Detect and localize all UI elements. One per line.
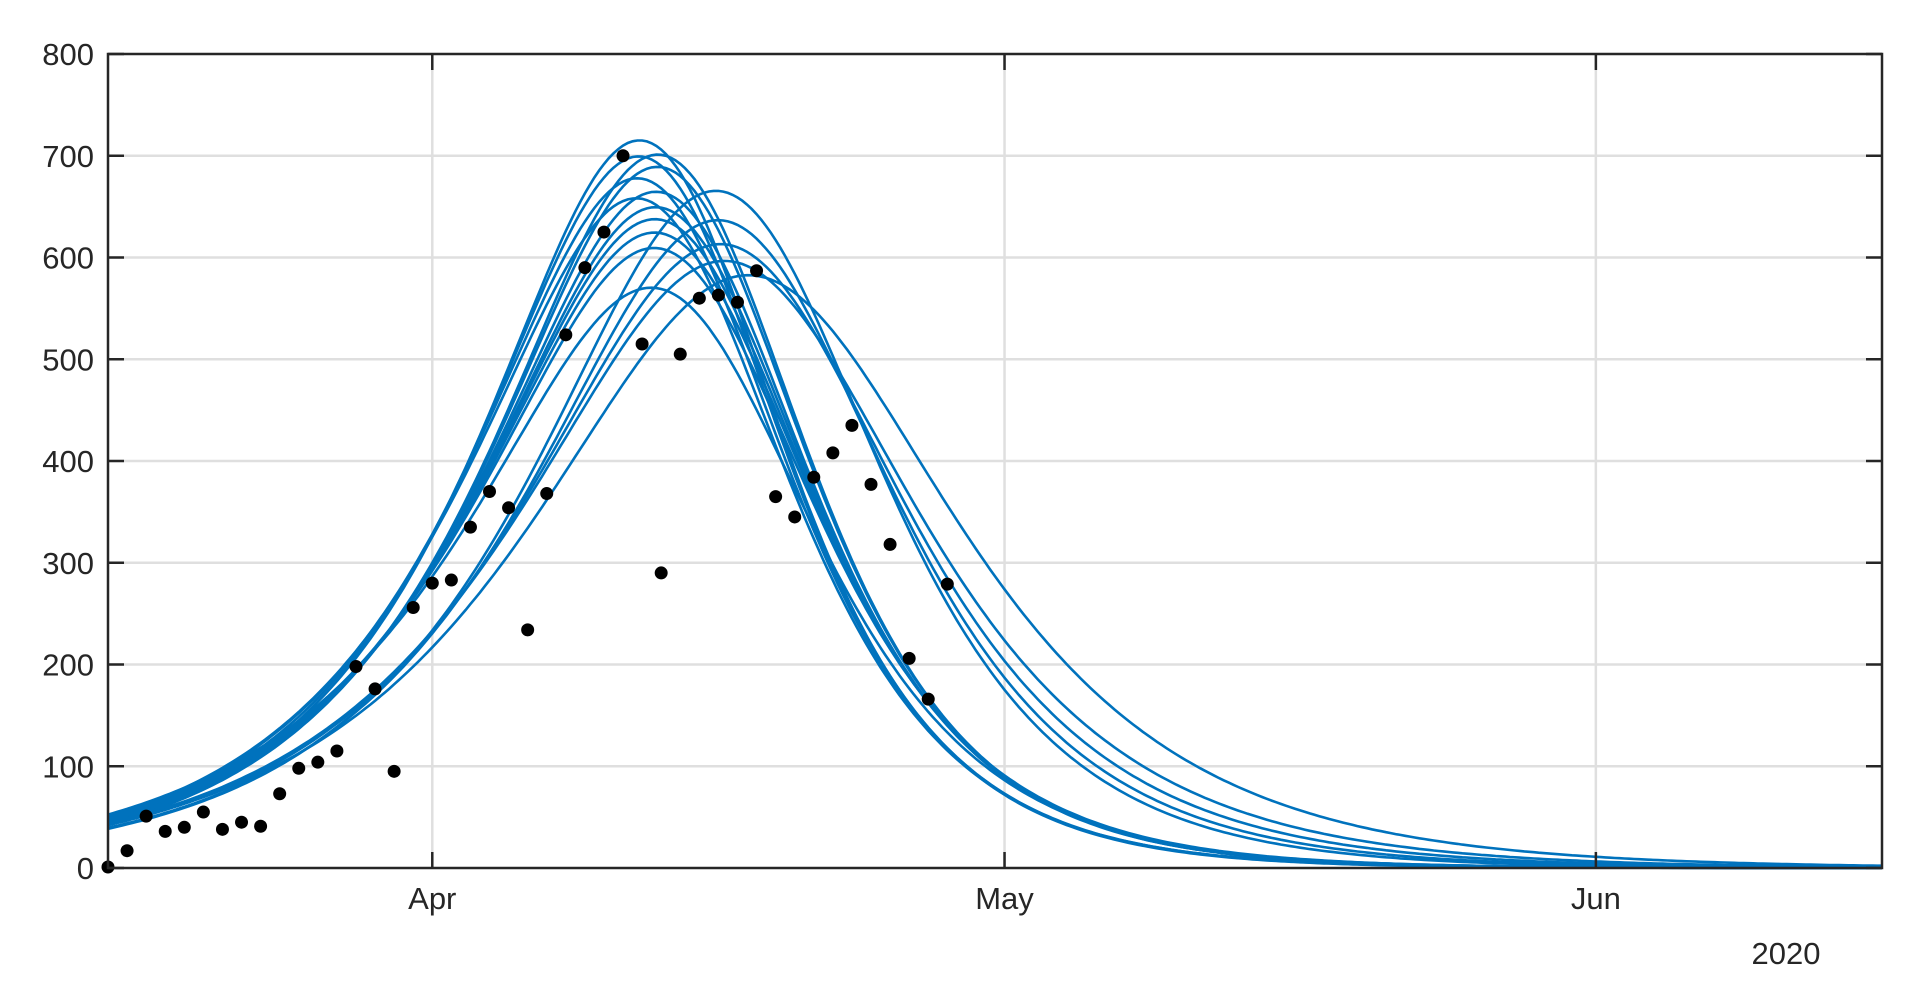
observed-point: [521, 623, 535, 637]
y-tick-label: 700: [42, 139, 94, 174]
observed-point: [921, 692, 935, 706]
observed-point: [215, 822, 229, 836]
observed-point: [616, 149, 630, 163]
observed-point: [769, 490, 783, 504]
observed-point: [387, 764, 401, 778]
observed-point: [902, 651, 916, 665]
observed-point: [483, 485, 497, 499]
y-tick-label: 400: [42, 444, 94, 479]
observed-point: [864, 477, 878, 491]
observed-point: [406, 601, 420, 615]
observed-point: [654, 566, 668, 580]
observed-point: [349, 660, 363, 674]
observed-point: [807, 470, 821, 484]
observed-point: [463, 520, 477, 534]
observed-point: [730, 295, 744, 309]
y-tick-label: 300: [42, 546, 94, 581]
observed-point: [120, 844, 134, 858]
observed-point: [254, 819, 268, 833]
observed-point: [292, 761, 306, 775]
x-axis-year-label: 2020: [1752, 936, 1821, 971]
observed-point: [177, 820, 191, 834]
observed-point: [502, 501, 516, 515]
observed-point: [235, 815, 249, 829]
observed-point: [673, 347, 687, 361]
observed-point: [158, 824, 172, 838]
y-tick-label: 600: [42, 241, 94, 276]
observed-points: [101, 149, 954, 874]
observed-point: [845, 418, 859, 432]
observed-point: [711, 288, 725, 302]
observed-point: [444, 573, 458, 587]
axis-ticks: [108, 52, 1882, 870]
model-curve: [107, 153, 1882, 870]
observed-point: [330, 744, 344, 758]
grid-lines: [108, 54, 1882, 868]
observed-point: [196, 805, 210, 819]
observed-point: [311, 755, 325, 769]
x-tick-label: May: [975, 881, 1034, 916]
x-tick-label: Jun: [1571, 881, 1621, 916]
observed-point: [635, 337, 649, 351]
observed-point: [425, 576, 439, 590]
observed-point: [883, 537, 897, 551]
model-curve: [107, 155, 1882, 870]
x-tick-label: Apr: [408, 881, 456, 916]
y-tick-label: 0: [77, 851, 94, 886]
y-tick-label: 500: [42, 342, 94, 377]
model-curve: [107, 139, 1882, 870]
model-curve: [107, 273, 1882, 867]
observed-point: [788, 510, 802, 524]
model-curve: [107, 165, 1882, 870]
observed-point: [273, 787, 287, 801]
y-tick-label: 800: [42, 37, 94, 72]
observed-point: [750, 264, 764, 278]
observed-point: [940, 577, 954, 591]
observed-point: [540, 487, 554, 501]
y-tick-labels: 0 100 200 300 400 500 600 700 800: [42, 37, 94, 886]
observed-point: [559, 328, 573, 342]
model-curve: [107, 259, 1883, 869]
y-tick-label: 200: [42, 648, 94, 683]
y-tick-label: 100: [42, 749, 94, 784]
observed-point: [139, 809, 153, 823]
observed-point: [597, 225, 611, 239]
model-curve: [107, 176, 1882, 870]
observed-point: [692, 291, 706, 305]
observed-point: [578, 261, 592, 275]
model-curve: [107, 218, 1882, 869]
model-curves: [107, 139, 1883, 870]
observed-point: [368, 682, 382, 696]
x-tick-labels: Apr May Jun: [408, 881, 1621, 916]
observed-point: [826, 446, 840, 460]
